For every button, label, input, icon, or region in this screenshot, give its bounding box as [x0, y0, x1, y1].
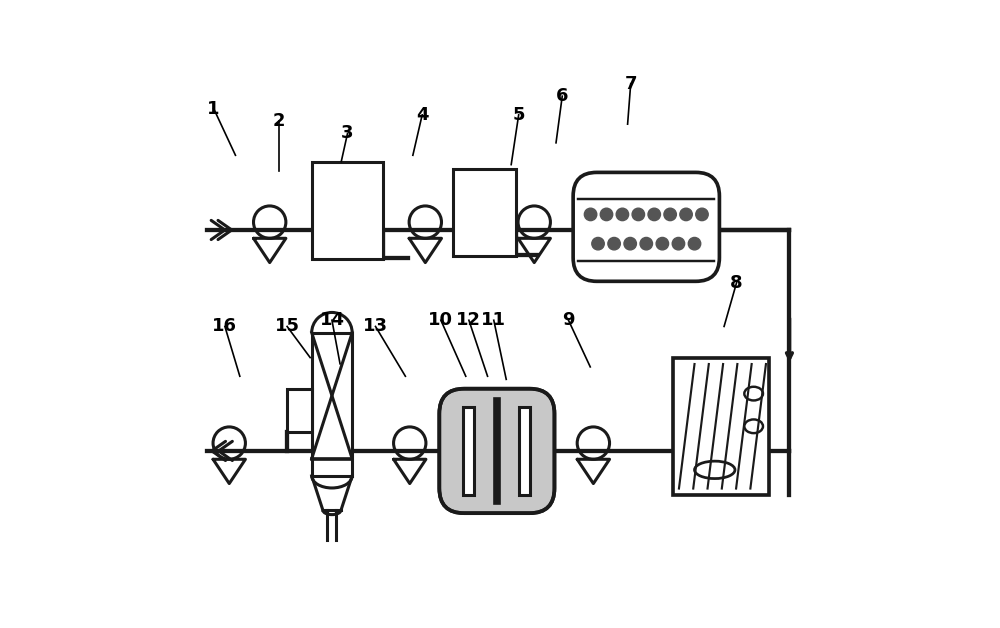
Text: 11: 11 [481, 311, 506, 329]
Circle shape [600, 208, 613, 220]
Circle shape [592, 237, 604, 250]
Text: 3: 3 [341, 124, 354, 143]
Text: 16: 16 [212, 317, 237, 335]
Text: 12: 12 [456, 311, 481, 329]
Text: 14: 14 [319, 311, 344, 329]
Circle shape [640, 237, 652, 250]
Circle shape [680, 208, 692, 220]
Bar [312, 333, 352, 476]
Text: 9: 9 [562, 311, 575, 329]
Circle shape [608, 237, 620, 250]
FancyBboxPatch shape [439, 389, 554, 513]
Text: 2: 2 [273, 112, 285, 130]
Bar [463, 408, 474, 494]
Text: 5: 5 [512, 106, 525, 124]
Circle shape [584, 208, 597, 220]
Text: 1: 1 [207, 100, 220, 117]
Bar [453, 169, 516, 256]
Circle shape [664, 208, 676, 220]
Text: 15: 15 [275, 317, 300, 335]
Text: 6: 6 [556, 87, 568, 105]
Circle shape [688, 237, 701, 250]
Circle shape [624, 237, 636, 250]
Text: 13: 13 [363, 317, 388, 335]
FancyBboxPatch shape [573, 173, 719, 281]
Circle shape [616, 208, 629, 220]
Circle shape [648, 208, 660, 220]
Bar [312, 163, 383, 259]
Text: 4: 4 [416, 106, 428, 124]
Circle shape [632, 208, 645, 220]
Text: 8: 8 [730, 274, 743, 292]
Circle shape [672, 237, 685, 250]
Bar [673, 358, 769, 495]
Bar [287, 389, 312, 432]
Circle shape [656, 237, 669, 250]
Bar [519, 408, 530, 494]
Circle shape [696, 208, 708, 220]
Text: 7: 7 [624, 75, 637, 93]
Text: 10: 10 [428, 311, 453, 329]
